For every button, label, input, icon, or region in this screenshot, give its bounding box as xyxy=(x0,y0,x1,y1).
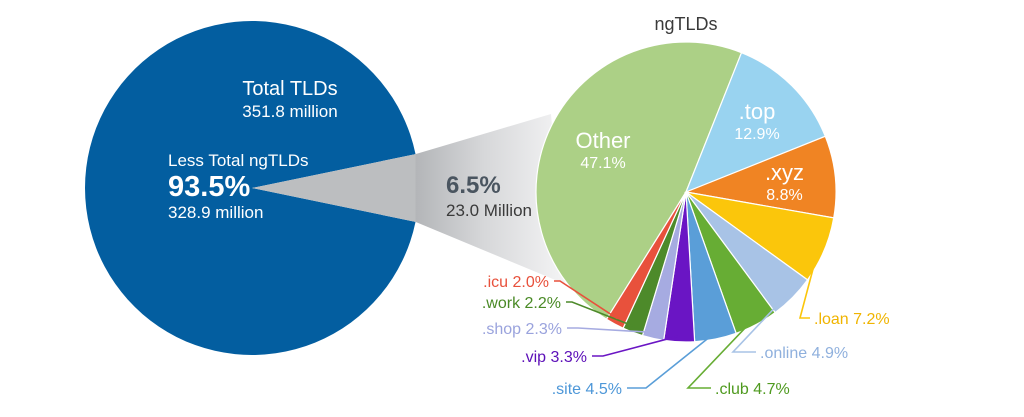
top-percent: 12.9% xyxy=(734,126,779,143)
club-callout-name: .club xyxy=(715,381,749,398)
club-callout-percent: 4.7% xyxy=(753,381,789,398)
icu-leader-line xyxy=(554,280,618,320)
less-total-ngtlds-label: Less Total ngTLDs xyxy=(168,151,308,170)
vip-leader-line xyxy=(592,335,680,357)
loan-callout-label: .loan 7.2% xyxy=(814,311,890,328)
online-callout-percent: 4.9% xyxy=(812,345,848,362)
loan-callout-percent: 7.2% xyxy=(853,311,889,328)
pie-slice-ngtlds xyxy=(252,154,420,222)
less-total-ngtlds-value: 328.9 million xyxy=(168,203,263,222)
top-label: .top xyxy=(739,99,776,124)
less-total-ngtlds-percent: 93.5% xyxy=(168,171,250,203)
shop-leader-line xyxy=(567,327,655,334)
ngtlds-value: 23.0 Million xyxy=(446,201,532,220)
vip-callout-name: .vip xyxy=(521,349,546,366)
vip-callout-label: .vip 3.3% xyxy=(521,349,587,366)
online-callout-label: .online 4.9% xyxy=(760,345,848,362)
online-callout-name: .online xyxy=(760,345,807,362)
shop-callout-name: .shop xyxy=(482,321,521,338)
loan-leader-line xyxy=(798,247,820,319)
ngtlds-title: ngTLDs xyxy=(654,14,717,34)
total-tlds-label: Total TLDs xyxy=(242,78,337,100)
icu-callout-name: .icu xyxy=(483,274,508,291)
pie-slice-icu xyxy=(605,191,687,329)
work-leader-line xyxy=(566,301,636,328)
ngtlds-pie: Other 47.1% .top 12.9% .xyz 8.8% .loan 7.2% .on… xyxy=(482,41,890,398)
pie-slice-less-total-ngtlds xyxy=(85,20,416,355)
pie-slice-xyz xyxy=(683,135,837,219)
loan-callout-name: .loan xyxy=(814,311,849,328)
site-callout-name: .site xyxy=(552,381,581,398)
pie-slice-top xyxy=(684,51,827,194)
club-leader-line xyxy=(686,318,755,389)
club-callout-label: .club 4.7% xyxy=(715,381,790,398)
icu-callout-label: .icu 2.0% xyxy=(483,274,549,291)
work-callout-name: .work xyxy=(482,295,521,312)
online-leader-line xyxy=(731,292,789,353)
total-tlds-value: 351.8 million xyxy=(242,102,337,121)
other-label: Other xyxy=(575,128,630,153)
shop-callout-percent: 2.3% xyxy=(526,321,562,338)
site-leader-line xyxy=(627,332,716,389)
work-callout-label: .work 2.2% xyxy=(482,295,561,312)
work-callout-percent: 2.2% xyxy=(525,295,561,312)
xyz-percent: 8.8% xyxy=(766,187,802,204)
icu-callout-percent: 2.0% xyxy=(513,274,549,291)
total-tlds-pie: Total TLDs 351.8 million Less Total ngTLDs… xyxy=(85,20,420,355)
ngtlds-connector-band xyxy=(415,114,565,284)
site-callout-label: .site 4.5% xyxy=(552,381,622,398)
site-callout-percent: 4.5% xyxy=(586,381,622,398)
xyz-label: .xyz xyxy=(765,160,804,185)
shop-callout-label: .shop 2.3% xyxy=(482,321,562,338)
pie-slice-other xyxy=(535,41,743,321)
other-percent: 47.1% xyxy=(580,155,625,172)
vip-callout-percent: 3.3% xyxy=(551,349,587,366)
ngtlds-percent: 6.5% xyxy=(446,172,501,199)
